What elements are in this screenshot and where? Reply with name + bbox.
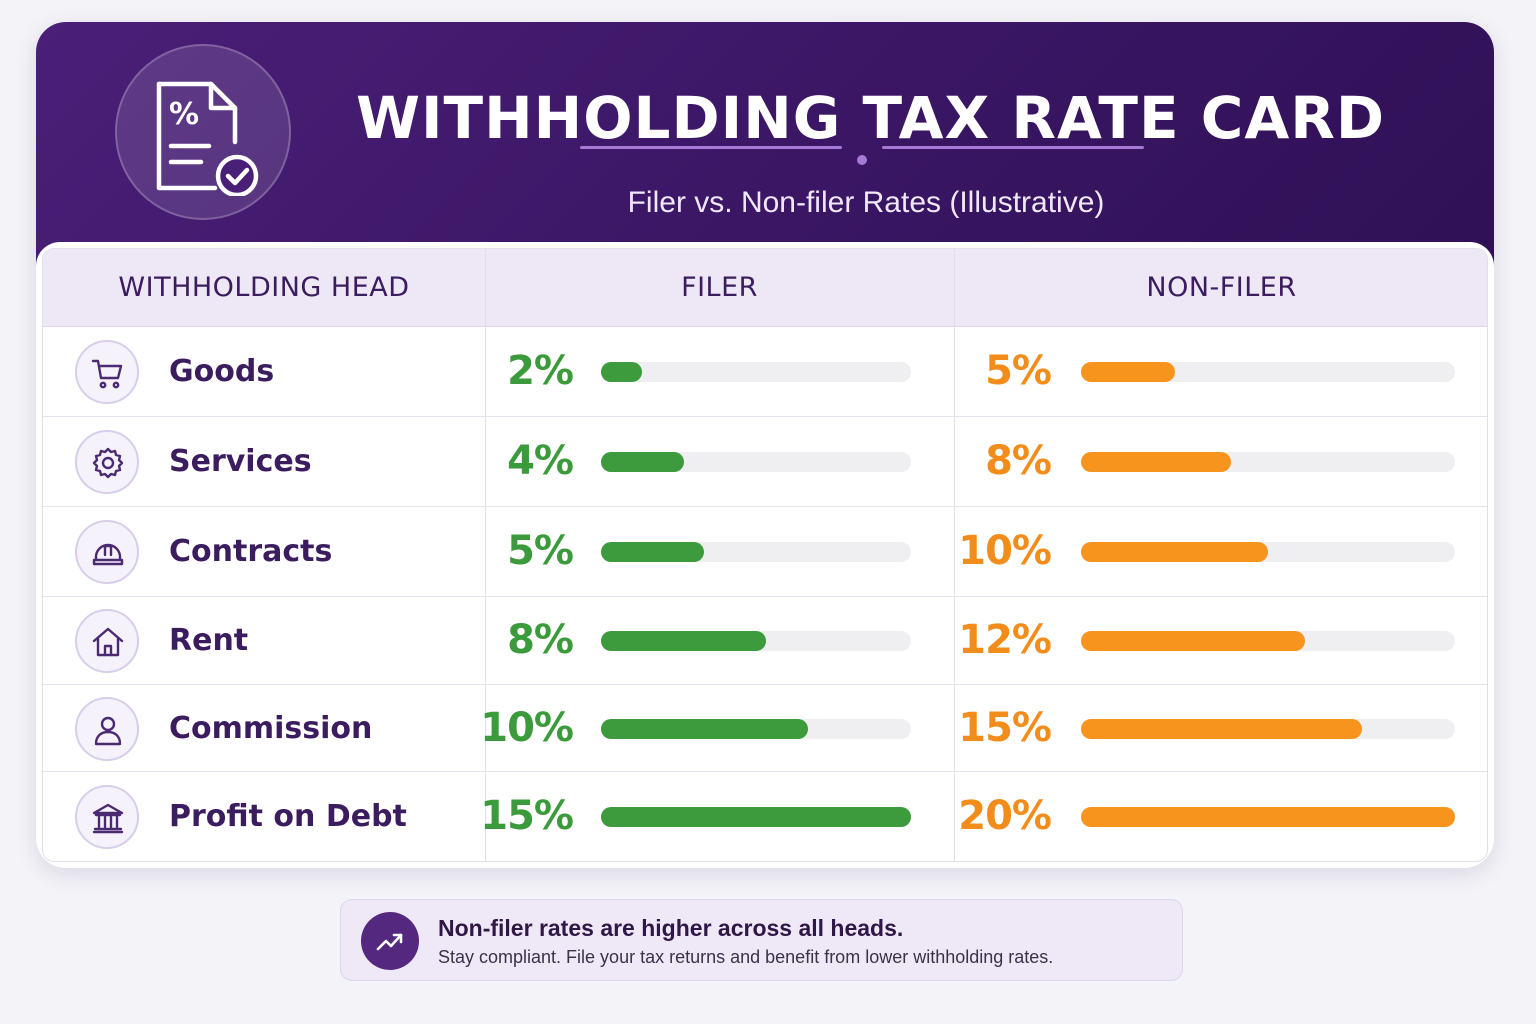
column-header-non-filer: NON-FILER <box>1146 272 1297 303</box>
filer-bar <box>601 631 767 651</box>
filer-rate-label: 8% <box>507 617 574 663</box>
title-divider-left <box>580 146 842 149</box>
non-filer-rate-label: 10% <box>958 528 1052 574</box>
trending-up-icon <box>376 933 403 951</box>
person-icon <box>94 716 122 745</box>
non-filer-bar <box>1081 452 1231 472</box>
svg-text:%: % <box>169 97 199 132</box>
row-icon-badge <box>75 340 139 404</box>
note-title: Non-filer rates are higher across all he… <box>438 915 904 941</box>
title-divider-dot <box>857 155 867 165</box>
note-icon-badge <box>361 912 419 970</box>
filer-bar-track <box>601 718 911 739</box>
row-icon-badge <box>75 430 139 494</box>
table-row: Profit on Debt 15% 20% <box>43 772 1487 861</box>
row-label: Services <box>169 444 312 479</box>
non-filer-bar <box>1081 362 1175 382</box>
row-icon-badge <box>75 609 139 673</box>
cart-icon <box>91 359 123 389</box>
non-filer-bar-track <box>1081 807 1455 827</box>
filer-rate-label: 15% <box>480 793 574 839</box>
non-filer-bar <box>1081 718 1362 739</box>
non-filer-bar-track <box>1081 542 1455 562</box>
non-filer-bar <box>1081 542 1268 562</box>
filer-bar <box>601 362 643 382</box>
row-icon-badge <box>75 785 139 849</box>
filer-rate-label: 4% <box>507 438 574 484</box>
page-title: WITHHOLDING TAX RATE CARD <box>356 84 1386 152</box>
column-divider <box>954 249 955 861</box>
bank-icon <box>92 803 124 834</box>
table-row: Rent 8% 12% <box>43 597 1487 685</box>
filer-bar-track <box>601 452 911 472</box>
row-icon-badge <box>75 520 139 584</box>
rate-card: % WITHHOLDING TAX RATE CARD Filer vs. No… <box>36 22 1494 868</box>
filer-rate-label: 5% <box>507 528 574 574</box>
non-filer-bar-track <box>1081 362 1455 382</box>
row-label: Profit on Debt <box>169 799 407 834</box>
row-icon-badge <box>75 696 139 761</box>
non-filer-rate-label: 15% <box>958 704 1052 751</box>
title-divider-right <box>882 146 1144 149</box>
row-label: Rent <box>169 623 249 658</box>
rate-table: WITHHOLDING HEAD FILER NON-FILER Goods 2%… <box>42 248 1488 862</box>
filer-bar-track <box>601 807 911 827</box>
house-icon <box>92 627 124 657</box>
row-label: Contracts <box>169 534 333 569</box>
non-filer-bar-track <box>1081 452 1455 472</box>
tax-document-check-icon: % <box>156 81 259 196</box>
filer-bar-track <box>601 362 911 382</box>
hard-hat-icon <box>92 543 124 566</box>
note-text: Stay compliant. File your tax returns an… <box>438 947 1054 967</box>
non-filer-bar-track <box>1081 718 1455 739</box>
column-divider <box>485 249 486 861</box>
filer-bar-track <box>601 542 911 562</box>
non-filer-bar <box>1081 807 1455 827</box>
non-filer-bar-track <box>1081 631 1455 651</box>
logo-badge: % <box>115 44 291 220</box>
filer-bar <box>601 452 684 472</box>
table-row: Services 4% 8% <box>43 417 1487 507</box>
filer-bar <box>601 718 808 739</box>
non-filer-rate-label: 5% <box>985 348 1052 394</box>
filer-rate-label: 10% <box>480 704 574 751</box>
card-header: % WITHHOLDING TAX RATE CARD Filer vs. No… <box>36 22 1494 272</box>
non-filer-bar <box>1081 631 1306 651</box>
filer-bar <box>601 542 705 562</box>
gear-icon <box>92 447 124 479</box>
table-row: Contracts 5% 10% <box>43 507 1487 597</box>
page-subtitle: Filer vs. Non-filer Rates (Illustrative) <box>627 186 1105 219</box>
row-label: Commission <box>169 710 373 746</box>
table-row: Commission 10% 15% <box>43 685 1487 772</box>
non-filer-rate-label: 8% <box>985 438 1052 484</box>
row-label: Goods <box>169 354 275 389</box>
table-row: Goods 2% 5% <box>43 327 1487 417</box>
non-filer-rate-label: 12% <box>958 617 1052 663</box>
info-note: Non-filer rates are higher across all he… <box>340 899 1183 981</box>
rate-table-container: WITHHOLDING HEAD FILER NON-FILER Goods 2%… <box>36 242 1494 868</box>
filer-bar <box>601 807 911 827</box>
filer-bar-track <box>601 631 911 651</box>
table-header: WITHHOLDING HEAD FILER NON-FILER <box>43 249 1487 327</box>
non-filer-rate-label: 20% <box>958 793 1052 839</box>
column-header-filer: FILER <box>681 272 758 303</box>
column-header-head: WITHHOLDING HEAD <box>118 272 410 303</box>
filer-rate-label: 2% <box>507 348 574 394</box>
